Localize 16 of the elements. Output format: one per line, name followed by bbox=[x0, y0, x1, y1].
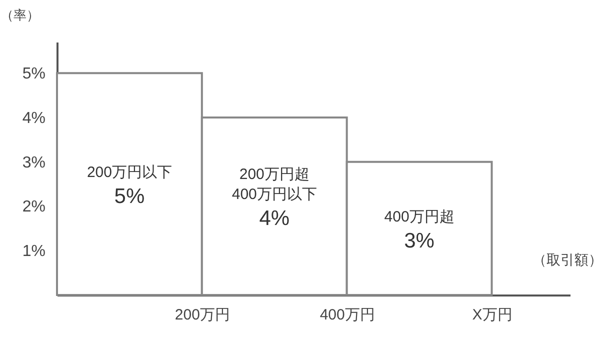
x-tick-label: 200万円 bbox=[174, 306, 230, 324]
y-axis-title: （率） bbox=[0, 8, 40, 22]
x-axis-title: （取引額） bbox=[532, 252, 600, 268]
x-tick-label: 400万円 bbox=[320, 306, 375, 324]
x-tick-label: X万円 bbox=[472, 306, 512, 324]
y-tick-label: 4% bbox=[22, 110, 46, 127]
data-label: 4% bbox=[259, 207, 290, 230]
category-label: 200万円超 400万円以下 bbox=[232, 166, 317, 204]
y-tick-label: 5% bbox=[22, 66, 46, 83]
category-label: 200万円以下 bbox=[86, 164, 172, 182]
data-label: 3% bbox=[404, 229, 434, 252]
category-label: 400万円超 bbox=[384, 208, 454, 226]
y-tick-label: 1% bbox=[22, 243, 46, 260]
y-tick-label: 3% bbox=[22, 154, 46, 172]
data-label: 5% bbox=[114, 185, 145, 208]
y-tick-label: 2% bbox=[22, 198, 46, 216]
